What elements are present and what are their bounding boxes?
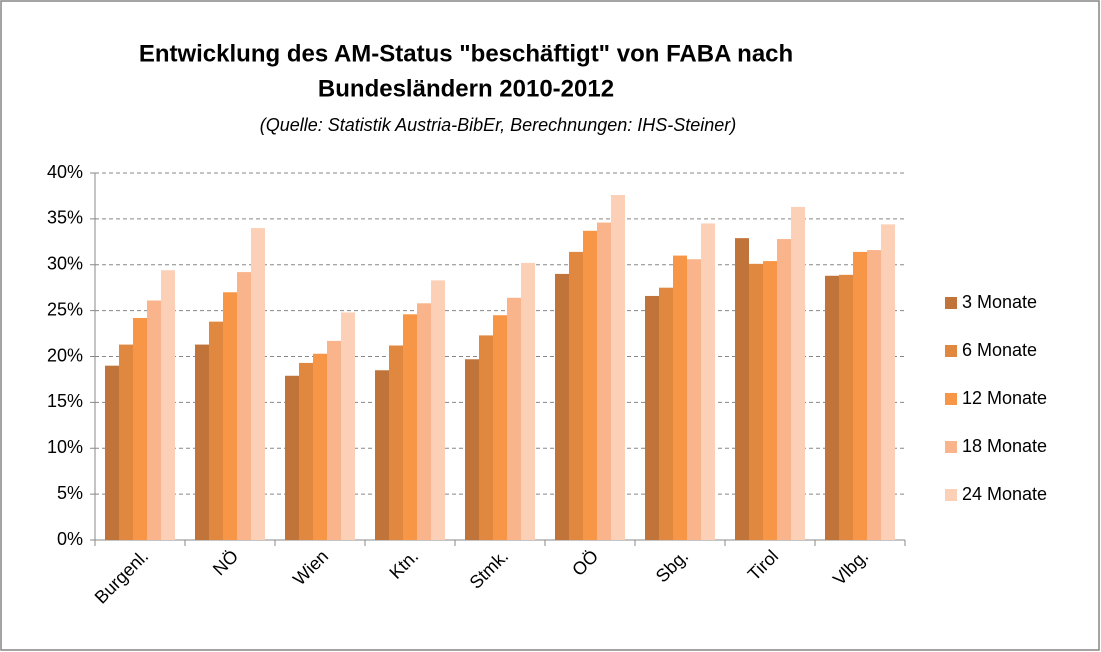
chart-subtitle: (Quelle: Statistik Austria-BibEr, Berech… [260,115,737,135]
legend-label: 24 Monate [962,484,1047,504]
legend-swatch [945,441,957,453]
bar [645,295,659,540]
bar [555,273,569,540]
y-tick-label: 30% [47,254,83,274]
bar [223,292,237,540]
legend-label: 18 Monate [962,436,1047,456]
bar [147,300,161,540]
bar [417,303,431,540]
bar [195,344,209,540]
bar [209,321,223,540]
bar [867,250,881,540]
bar [507,297,521,540]
bar [313,353,327,540]
bar [735,238,749,540]
bar [597,222,611,541]
bar [133,317,147,540]
bar [583,230,597,541]
bar [749,263,763,540]
bar [251,228,265,541]
bar [673,255,687,540]
bar [701,223,715,540]
y-tick-label: 10% [47,437,83,457]
bar [403,314,417,540]
legend-swatch [945,393,957,405]
bar [389,345,403,540]
y-tick-label: 20% [47,345,83,365]
y-tick-label: 15% [47,391,83,411]
bar [763,261,777,540]
bar [659,287,673,540]
bar [119,344,133,540]
legend-label: 3 Monate [962,292,1037,312]
bar [521,262,535,540]
bar [791,206,805,540]
bar [161,270,175,540]
bar [493,315,507,540]
legend-label: 12 Monate [962,388,1047,408]
bar [569,251,583,540]
y-tick-label: 0% [57,529,83,549]
legend-swatch [945,489,957,501]
bar [237,272,251,540]
bar [687,259,701,540]
bar [853,251,867,540]
y-tick-label: 5% [57,483,83,503]
bar [341,312,355,540]
legend-swatch [945,297,957,309]
y-tick-label: 35% [47,208,83,228]
y-tick-label: 25% [47,299,83,319]
bar [105,365,119,540]
chart-title: Entwicklung des AM-Status "beschäftigt" … [139,40,793,67]
bar [285,375,299,540]
bar [839,274,853,540]
y-tick-label: 40% [47,162,83,182]
chart-title: Bundesländern 2010-2012 [318,75,614,102]
legend-label: 6 Monate [962,340,1037,360]
bar [299,362,313,540]
bar [327,340,341,540]
bar [825,275,839,540]
bar [611,195,625,540]
bar [479,335,493,540]
bar [431,280,445,540]
legend-swatch [945,345,957,357]
bar [375,370,389,540]
bar [465,359,479,540]
bar [777,239,791,540]
bar [881,224,895,540]
